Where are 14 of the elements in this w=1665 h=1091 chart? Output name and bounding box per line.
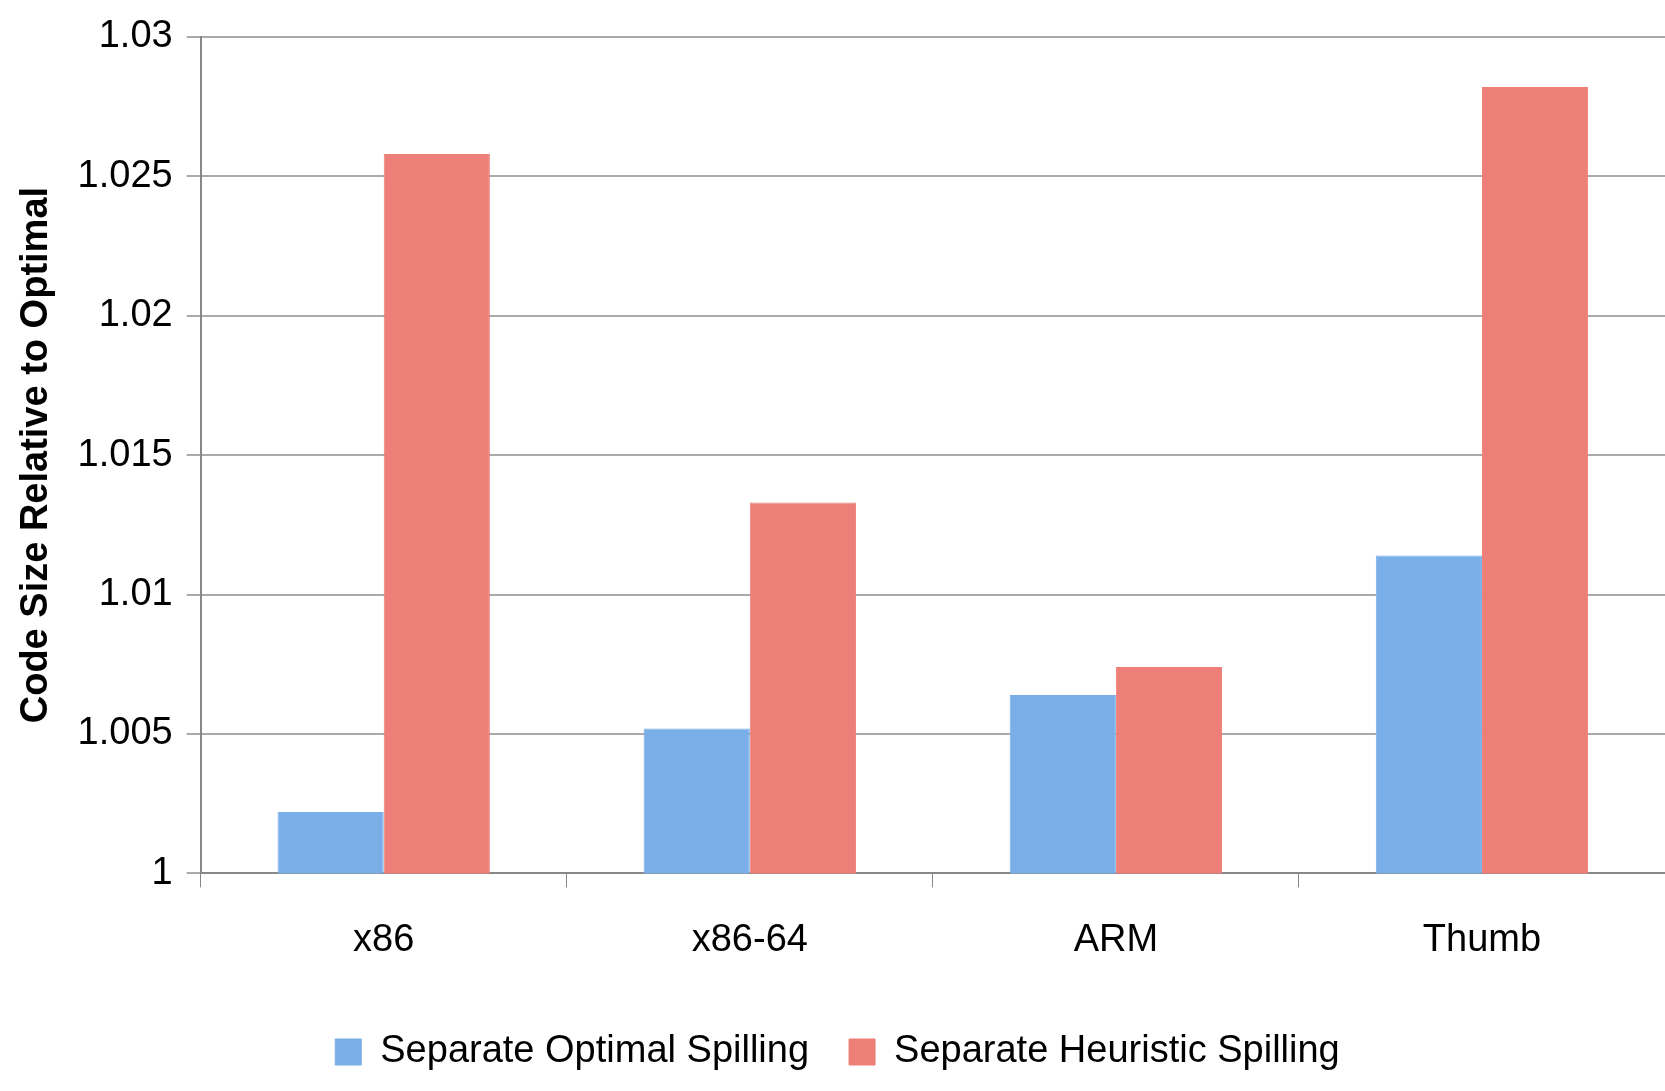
y-tick-label: 1.005 — [77, 710, 173, 753]
legend-label: Separate Heuristic Spilling — [894, 1028, 1340, 1071]
y-axis-title: Code Size Relative to Optimal — [13, 186, 56, 724]
x-tick-label: x86 — [353, 916, 415, 959]
x-tick-label: ARM — [1073, 916, 1159, 959]
legend-label: Separate Optimal Spilling — [380, 1028, 810, 1071]
y-tick-label: 1 — [151, 849, 173, 892]
x-tick-label: Thumb — [1422, 916, 1542, 959]
y-tick-label: 1.02 — [98, 292, 173, 335]
y-tick-label: 1.025 — [77, 152, 173, 195]
y-tick-label: 1.03 — [98, 13, 173, 56]
y-tick-label: 1.01 — [98, 571, 173, 614]
y-tick-label: 1.015 — [77, 431, 173, 474]
x-tick-label: x86-64 — [691, 916, 808, 959]
